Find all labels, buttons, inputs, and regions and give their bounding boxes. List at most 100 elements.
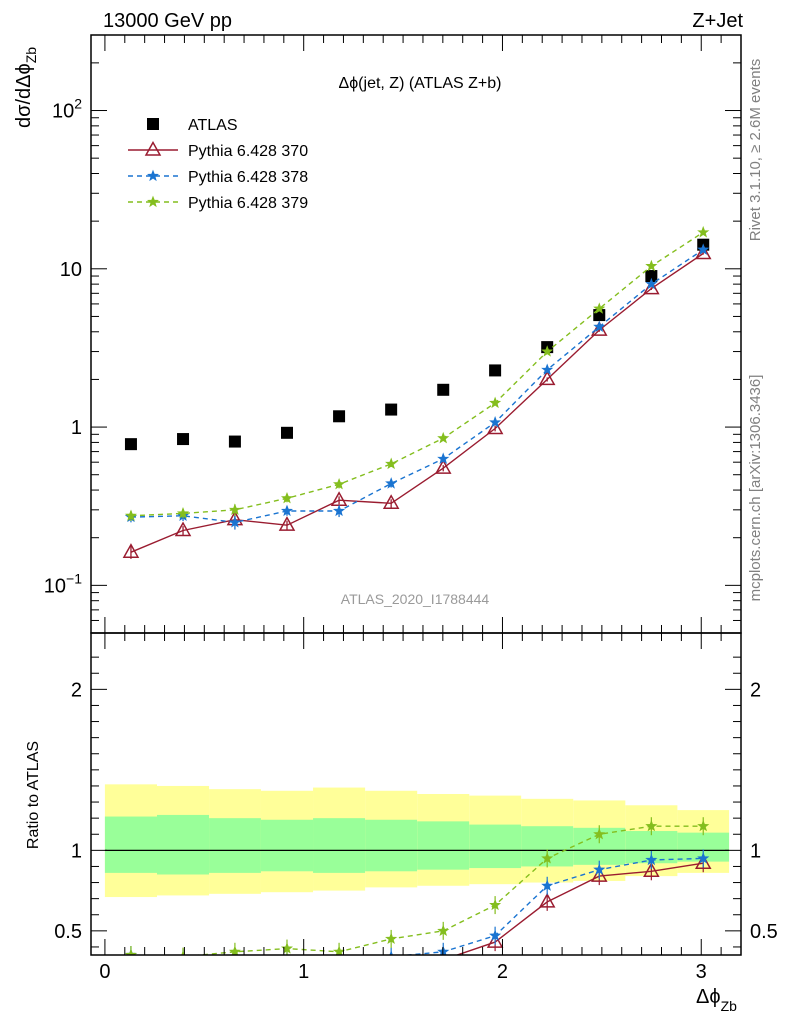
ratio-point bbox=[230, 956, 240, 966]
legend-entry-pythia-6-428-379: Pythia 6.428 379 bbox=[128, 195, 308, 212]
y-tick-label: 1 bbox=[71, 417, 82, 439]
ratio-point bbox=[541, 879, 554, 891]
data-point bbox=[280, 491, 294, 504]
legend-entry-atlas: ATLAS bbox=[147, 117, 238, 134]
band-inner-4 bbox=[313, 818, 366, 873]
ratio-point bbox=[541, 852, 554, 864]
data-point bbox=[177, 433, 190, 446]
band-inner-0 bbox=[104, 816, 157, 873]
series-pythia-6-428-370 bbox=[122, 244, 712, 559]
data-point bbox=[593, 320, 606, 333]
data-point bbox=[176, 507, 190, 519]
y-tick-label: 102 bbox=[52, 96, 82, 123]
ratio-point bbox=[338, 954, 340, 955]
ratio-point bbox=[489, 898, 502, 911]
band-inner-5 bbox=[365, 819, 418, 872]
legend-marker bbox=[144, 140, 162, 156]
data-point bbox=[124, 509, 138, 522]
y-tick-label: 10−1 bbox=[44, 570, 82, 597]
legend-entry-pythia-6-428-370: Pythia 6.428 370 bbox=[128, 140, 308, 160]
data-point bbox=[280, 426, 293, 439]
data-point bbox=[385, 403, 398, 416]
data-point bbox=[124, 438, 137, 451]
ratio-y-tick-label: 1 bbox=[71, 840, 82, 862]
ratio-point bbox=[280, 942, 294, 954]
ratio-point bbox=[645, 819, 658, 832]
data-point bbox=[541, 345, 554, 357]
data-point bbox=[278, 516, 296, 531]
ratio-point bbox=[176, 950, 190, 955]
ratio-point bbox=[590, 867, 608, 882]
series-pythia-6-428-378 bbox=[124, 243, 710, 530]
data-point bbox=[437, 452, 450, 465]
data-point bbox=[174, 521, 192, 537]
ratio-point bbox=[437, 924, 450, 936]
data-point bbox=[489, 416, 502, 428]
ratio-point bbox=[645, 853, 658, 866]
data-point bbox=[489, 396, 502, 409]
band-inner-2 bbox=[209, 818, 261, 873]
ratio-panel-frame bbox=[90, 632, 742, 956]
ratio-point bbox=[286, 953, 288, 955]
data-point bbox=[538, 370, 556, 386]
data-point bbox=[434, 459, 452, 474]
header-right: Z+Jet bbox=[692, 10, 743, 32]
data-point bbox=[385, 477, 398, 489]
legend-marker bbox=[146, 169, 160, 182]
ratio-point bbox=[228, 945, 241, 955]
data-point bbox=[645, 277, 658, 290]
band-inner-6 bbox=[417, 821, 470, 870]
ratio-point bbox=[593, 863, 606, 875]
band-inner-1 bbox=[156, 814, 210, 875]
main-y-axis-label: dσ/dΔϕZb bbox=[13, 47, 39, 128]
ratio-point bbox=[124, 948, 138, 955]
data-point bbox=[332, 504, 346, 517]
series-line bbox=[130, 231, 704, 517]
data-point bbox=[228, 435, 241, 448]
data-point bbox=[228, 503, 241, 516]
data-point bbox=[643, 279, 660, 295]
ratio-point bbox=[385, 950, 398, 955]
data-point bbox=[541, 363, 554, 376]
ratio-line bbox=[131, 825, 704, 955]
ratio-point bbox=[593, 827, 606, 840]
ratio-point bbox=[538, 892, 556, 908]
ratio-point bbox=[694, 854, 712, 869]
data-point bbox=[332, 477, 346, 490]
ratio-line bbox=[131, 857, 704, 955]
ratio-y-tick-label-right: 1 bbox=[750, 840, 761, 862]
ratio-series-pythia-6-428-379 bbox=[124, 817, 710, 955]
ratio-point bbox=[486, 933, 504, 948]
band-inner-3 bbox=[260, 819, 314, 872]
analysis-tag: ATLAS_2020_I1788444 bbox=[341, 591, 490, 607]
x-tick-label: 1 bbox=[298, 961, 309, 983]
legend-label: ATLAS bbox=[188, 117, 238, 134]
legend-marker bbox=[147, 118, 159, 130]
data-point bbox=[280, 504, 294, 517]
band-inner-7 bbox=[469, 824, 522, 869]
ratio-y-tick-label-right: 2 bbox=[750, 679, 761, 701]
x-tick-label: 2 bbox=[497, 961, 508, 983]
x-axis-label: ΔϕZb bbox=[696, 986, 737, 1014]
chart-title: Δϕ(jet, Z) (ATLAS Z+b) bbox=[339, 75, 502, 92]
series-pythia-6-428-379 bbox=[124, 225, 710, 522]
data-point bbox=[694, 244, 712, 260]
data-point bbox=[382, 494, 400, 510]
ratio-y-tick-label: 2 bbox=[71, 679, 82, 701]
legend-marker bbox=[146, 195, 160, 208]
data-point bbox=[437, 431, 450, 444]
ratio-point bbox=[697, 852, 710, 864]
series-atlas bbox=[124, 238, 710, 451]
header-left: 13000 GeV pp bbox=[103, 10, 232, 32]
data-point bbox=[333, 410, 346, 423]
ratio-point bbox=[697, 819, 710, 832]
ratio-point bbox=[643, 862, 660, 878]
data-point bbox=[228, 516, 241, 528]
ratio-y-tick-label: 0.5 bbox=[54, 921, 82, 943]
ratio-uncertainty-bands bbox=[104, 784, 730, 898]
data-point bbox=[645, 270, 658, 283]
data-point bbox=[697, 225, 710, 238]
legend-label: Pythia 6.428 379 bbox=[188, 195, 308, 212]
series-line bbox=[130, 249, 704, 524]
